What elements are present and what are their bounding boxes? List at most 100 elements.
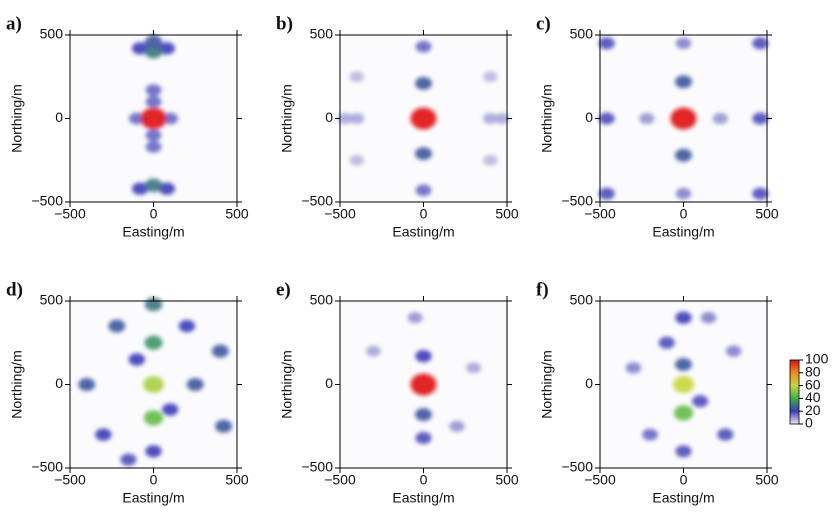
y-tick-label: −500 bbox=[301, 459, 333, 475]
y-tick-label: 500 bbox=[40, 292, 64, 308]
x-tick-label: −500 bbox=[54, 206, 86, 222]
y-tick-label: 0 bbox=[325, 375, 333, 391]
x-tick-label: 0 bbox=[680, 472, 688, 488]
heat-layer bbox=[337, 40, 510, 197]
heat-blob bbox=[642, 428, 658, 441]
y-tick-label: 0 bbox=[585, 375, 593, 391]
y-tick-label: −500 bbox=[301, 193, 333, 209]
heat-blob bbox=[145, 140, 162, 153]
heat-blob bbox=[145, 35, 162, 49]
panel-label: c) bbox=[536, 13, 551, 34]
heat-blob bbox=[131, 182, 149, 195]
heat-blob bbox=[349, 71, 365, 83]
x-tick-label: −500 bbox=[54, 472, 86, 488]
heat-blob bbox=[415, 349, 432, 363]
heat-blob bbox=[158, 42, 176, 55]
x-axis-label: Easting/m bbox=[652, 490, 714, 506]
heat-blob bbox=[675, 37, 692, 50]
y-tick-label: 0 bbox=[55, 109, 63, 125]
heat-blob bbox=[144, 44, 163, 59]
panel-label: a) bbox=[6, 13, 22, 34]
heat-layer bbox=[128, 35, 179, 195]
colorbar-tick-label: 100 bbox=[805, 351, 829, 367]
heat-blob bbox=[186, 378, 204, 391]
heat-blob bbox=[95, 428, 112, 441]
y-tick-label: 500 bbox=[310, 26, 334, 42]
y-tick-label: 500 bbox=[570, 26, 594, 42]
heat-blob bbox=[158, 182, 176, 195]
heat-blob bbox=[482, 113, 498, 124]
heat-blob bbox=[211, 344, 229, 358]
y-axis-label: Northing/m bbox=[9, 84, 25, 152]
y-tick-label: −500 bbox=[561, 459, 593, 475]
heat-blob bbox=[407, 312, 423, 324]
y-axis-label: Northing/m bbox=[279, 350, 295, 418]
x-axis-label: Easting/m bbox=[392, 224, 454, 240]
heat-layer bbox=[625, 311, 742, 458]
heat-blob bbox=[120, 453, 137, 466]
heat-blob bbox=[675, 357, 692, 371]
heat-blob bbox=[717, 428, 734, 441]
x-axis-label: Easting/m bbox=[652, 224, 714, 240]
y-tick-label: 0 bbox=[585, 109, 593, 125]
colorbar-tick-label: 20 bbox=[805, 402, 821, 418]
heat-layer bbox=[365, 312, 482, 445]
heat-blob bbox=[692, 395, 709, 408]
heat-blob bbox=[675, 75, 692, 89]
heat-blob bbox=[466, 362, 482, 374]
y-axis-label: Northing/m bbox=[539, 84, 555, 152]
heat-blob bbox=[349, 154, 365, 166]
y-tick-label: 500 bbox=[40, 26, 64, 42]
x-axis-label: Easting/m bbox=[392, 490, 454, 506]
heat-blob bbox=[178, 319, 196, 333]
heat-blob bbox=[410, 373, 437, 396]
y-tick-label: −500 bbox=[31, 459, 63, 475]
colorbar bbox=[789, 359, 800, 425]
x-axis-label: Easting/m bbox=[122, 224, 184, 240]
panel-label: e) bbox=[276, 279, 291, 300]
x-tick-label: 0 bbox=[150, 472, 158, 488]
heat-blob bbox=[700, 311, 717, 324]
panel-label: d) bbox=[6, 279, 23, 300]
y-tick-label: −500 bbox=[561, 193, 593, 209]
x-tick-label: −500 bbox=[324, 206, 356, 222]
heat-blob bbox=[658, 336, 675, 349]
colorbar-tick-label: 80 bbox=[805, 364, 821, 380]
x-tick-label: −500 bbox=[584, 472, 616, 488]
heat-blob bbox=[415, 40, 432, 53]
heat-blob bbox=[349, 113, 365, 124]
heat-blob bbox=[482, 71, 498, 83]
heat-blob bbox=[415, 76, 432, 90]
heat-blob bbox=[494, 113, 510, 124]
heat-blob bbox=[482, 154, 498, 166]
heat-blob bbox=[752, 112, 769, 125]
heat-blob bbox=[675, 311, 692, 324]
y-axis-label: Northing/m bbox=[539, 350, 555, 418]
heat-blob bbox=[145, 129, 162, 142]
heat-blob bbox=[639, 112, 655, 125]
y-tick-label: 500 bbox=[310, 292, 334, 308]
heat-blob bbox=[140, 107, 167, 130]
heat-blob bbox=[415, 147, 432, 161]
y-tick-label: 0 bbox=[55, 375, 63, 391]
heat-blob bbox=[162, 112, 179, 125]
x-tick-label: 0 bbox=[420, 472, 428, 488]
y-tick-label: 0 bbox=[325, 109, 333, 125]
heat-blob bbox=[143, 376, 164, 393]
colorbar-tick-label: 40 bbox=[805, 389, 821, 405]
heat-blob bbox=[675, 148, 692, 162]
colorbar-tick-label: 60 bbox=[805, 376, 821, 392]
x-tick-label: 500 bbox=[225, 206, 249, 222]
y-axis-label: Northing/m bbox=[9, 350, 25, 418]
x-tick-label: 500 bbox=[495, 206, 519, 222]
x-tick-label: 500 bbox=[495, 472, 519, 488]
heat-blob bbox=[675, 445, 692, 458]
x-tick-label: −500 bbox=[324, 472, 356, 488]
heat-blob bbox=[675, 187, 692, 200]
heat-blob bbox=[145, 95, 162, 108]
heat-blob bbox=[625, 362, 642, 374]
heat-blob bbox=[415, 431, 432, 445]
heat-blob bbox=[670, 107, 697, 130]
y-tick-label: −500 bbox=[31, 193, 63, 209]
